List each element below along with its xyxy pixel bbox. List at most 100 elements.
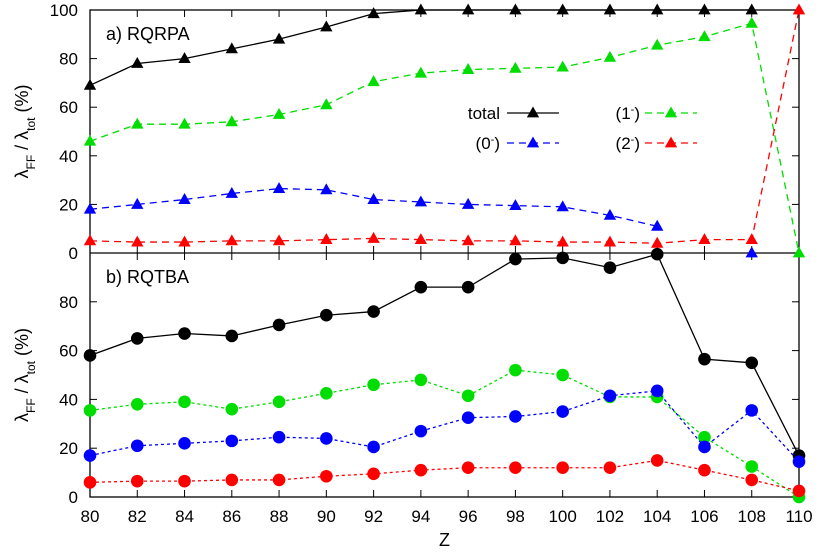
data-point [461,197,475,209]
data-point [461,389,475,403]
data-point [792,484,806,498]
data-point [651,38,664,50]
data-point [367,7,380,19]
y-tick-label: 80 [59,293,78,312]
data-point [320,469,333,483]
data-point [461,461,475,475]
data-point [83,476,97,489]
data-point [367,231,380,243]
data-point [178,474,191,488]
x-tick-label: 94 [411,507,430,526]
data-point [509,461,522,475]
data-point [603,261,617,274]
data-point [83,134,97,146]
data-point [320,233,333,245]
data-point [650,384,664,398]
data-point [178,52,191,64]
data-point [461,3,475,15]
x-tick-label: 90 [317,507,336,526]
data-point [320,432,333,445]
data-point [272,395,286,409]
legend-label: (1-) [616,104,640,123]
data-point [367,193,380,204]
data-point [225,434,239,448]
data-point [83,78,97,90]
data-point [745,16,758,28]
data-point [698,430,711,444]
data-point [130,397,144,411]
data-point [272,182,286,194]
data-point [603,208,617,220]
data-point [414,66,428,78]
legend-marker [526,136,540,148]
data-point [792,3,806,15]
data-point [272,32,286,44]
data-point [178,395,191,409]
data-point [509,363,522,377]
data-point [556,200,569,212]
data-point [556,235,569,247]
series-line [89,9,800,244]
data-point [745,356,759,370]
data-point [603,50,617,62]
y-tick-label: 100 [50,1,78,20]
data-point [367,440,380,454]
data-point [320,308,333,322]
data-point [414,233,428,245]
data-point [178,193,191,204]
data-point [603,461,617,475]
x-tick-label: 100 [548,507,576,526]
legend-marker [664,106,678,118]
data-point [131,117,144,129]
data-point [83,404,97,417]
data-point [509,234,522,246]
data-point [556,405,569,418]
x-tick-label: 88 [270,507,289,526]
data-point [272,107,286,119]
x-tick-label: 104 [643,507,671,526]
data-point [272,318,286,332]
y-axis-label: λFF / λtot (%) [12,328,38,422]
data-point [556,368,569,382]
data-point [320,20,333,32]
data-point [698,463,711,477]
data-point [367,305,380,318]
data-point [651,219,664,231]
data-point [509,199,522,211]
data-point [698,352,711,366]
data-point [461,63,475,74]
x-tick-label: 92 [364,507,383,526]
data-point [178,327,191,340]
x-tick-label: 84 [175,507,194,526]
data-point [414,280,428,294]
data-point [367,467,380,481]
x-tick-label: 106 [690,507,718,526]
legend-marker [526,106,540,118]
x-tick-label: 96 [459,507,478,526]
y-tick-label: 80 [59,50,78,69]
data-point [225,329,239,343]
data-point [178,235,191,247]
data-point [745,473,759,487]
legend-label: (0-) [476,134,500,153]
data-point [651,3,664,15]
data-point [650,247,664,261]
y-tick-label: 40 [59,147,78,166]
data-point [225,402,239,416]
y-tick-label: 20 [59,439,78,458]
y-tick-label: 60 [59,98,78,117]
x-tick-label: 82 [128,507,147,526]
data-point [131,235,144,247]
data-point [367,75,380,87]
series-line [89,22,800,254]
data-point [272,473,286,487]
data-point [320,387,333,400]
data-point [178,437,191,450]
data-point [131,56,144,68]
data-point [225,115,238,127]
data-point [320,183,333,195]
data-point [556,3,569,15]
data-point [792,246,806,258]
data-point [650,454,664,467]
series-line [89,459,800,492]
